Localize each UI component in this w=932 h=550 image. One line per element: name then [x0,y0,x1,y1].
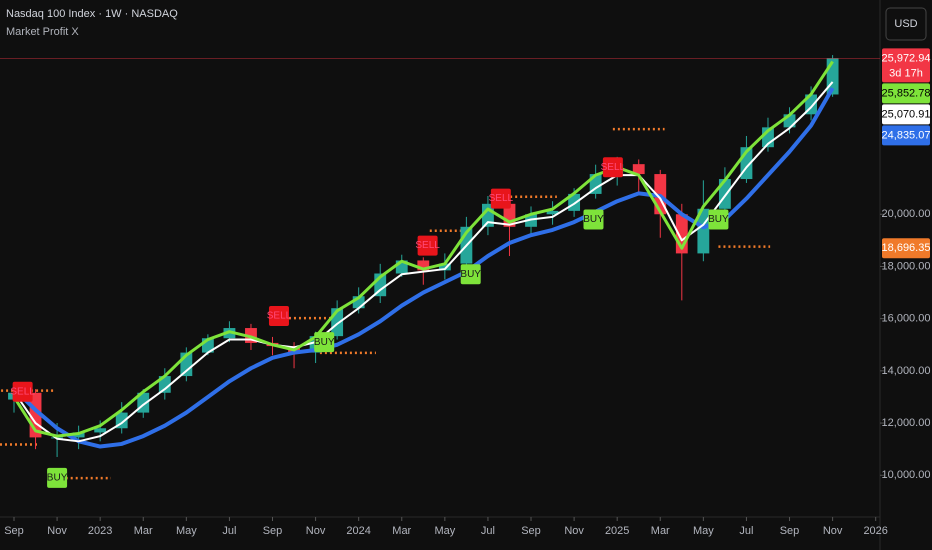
candle-body [374,273,387,297]
candle-body [115,412,128,429]
candle-body [589,174,602,194]
x-tick-label: Sep [4,525,24,537]
candle-body [482,203,494,227]
signal-label: BUY [314,337,335,348]
x-tick-label: 2026 [863,525,887,537]
candle-body [826,58,839,95]
candle-body [352,296,365,309]
price-tag-label: 25,070.91 [882,108,931,120]
signal-marker [12,381,33,402]
signal-label: BUY [708,214,729,225]
price-tag [882,83,930,104]
signal-marker [708,209,729,230]
x-tick-label: May [176,525,197,537]
price-tag [882,238,930,259]
price-tag [882,125,930,146]
candle-body [546,210,559,215]
plot-area: SELL BUY SELL BUY SELL BUY SELL BUY SELL BUY [0,55,839,488]
signal-label: BUY [583,214,604,225]
candle-body [762,127,774,148]
candle-body [568,193,581,211]
x-tick-label: 2023 [88,525,112,537]
price-tag [882,48,930,83]
signal-label: SELL [489,193,514,204]
y-tick-label: 16,000.00 [882,313,931,325]
x-tick-label: 2024 [346,525,370,537]
signal-label: SELL [10,386,35,397]
indicator-name: Market Profit X [6,26,79,38]
x-tick-label: Nov [564,525,584,537]
x-tick-label: Nov [47,525,67,537]
candle-body [158,376,171,393]
price-tag [882,104,930,125]
candle-body [697,208,710,254]
x-tick-label: 2025 [605,525,629,537]
y-tick-label: 20,000.00 [882,208,931,220]
price-tag-label: 18,696.35 [882,242,931,254]
signal-label: SELL [267,311,292,322]
y-tick-label: 18,000.00 [882,260,931,272]
x-tick-label: Sep [521,525,541,537]
signal-label: BUY [460,269,481,280]
currency-button[interactable] [885,7,927,41]
signal-marker [583,209,604,230]
x-tick-label: Mar [134,525,153,537]
x-tick-label: Jul [481,525,495,537]
y-tick-label: 14,000.00 [882,365,931,377]
signal-label: BUY [47,472,68,483]
y-tick-label: 12,000.00 [882,417,931,429]
x-tick-label: Nov [306,525,326,537]
countdown-label: 3d 17h [889,67,923,79]
moving-average [12,60,834,438]
candle-body [94,428,107,433]
moving-average [13,81,834,443]
signal-label: SELL [601,162,626,173]
signal-marker [47,467,68,488]
signal-marker [314,332,335,353]
candle-body [805,94,817,115]
x-tick-label: Sep [263,525,283,537]
signal-marker [602,157,623,178]
price-tag-label: 24,835.07 [882,129,931,141]
candle-body [503,203,516,227]
candle-body [675,214,688,254]
y-tick-label: 10,000.00 [882,469,931,481]
price-tag-label: 25,852.78 [882,87,931,99]
currency-label: USD [894,18,917,30]
candle-body [395,260,408,274]
signal-marker [417,235,438,256]
candle-body [417,260,430,271]
x-tick-label: May [434,525,455,537]
candle-body [29,392,42,438]
price-tag-label: 25,972.94 [882,52,931,64]
candle-body [438,263,451,271]
candle-body [201,338,214,353]
candle-body [740,147,753,180]
candle-body [525,214,537,227]
candle-body [718,179,731,209]
candle-body [632,164,645,175]
signal-marker [490,188,511,209]
x-tick-label: May [693,525,714,537]
x-tick-label: Nov [823,525,843,537]
x-tick-label: Jul [739,525,753,537]
candle-body [331,308,344,337]
x-tick-label: Sep [780,525,800,537]
x-tick-label: Mar [651,525,670,537]
candle-body [783,114,796,128]
chart-title: Nasdaq 100 Index · 1W · NASDAQ [6,8,178,20]
signal-marker [268,306,289,327]
candle-body [180,352,193,377]
signal-marker [460,264,481,285]
signal-label: SELL [415,240,440,251]
x-tick-label: Jul [222,525,236,537]
x-tick-label: Mar [392,525,411,537]
candle-body [137,392,150,413]
